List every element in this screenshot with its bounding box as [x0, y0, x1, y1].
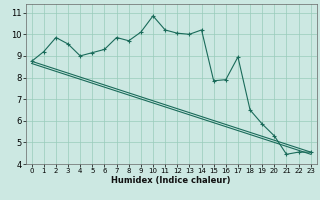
X-axis label: Humidex (Indice chaleur): Humidex (Indice chaleur): [111, 176, 231, 185]
